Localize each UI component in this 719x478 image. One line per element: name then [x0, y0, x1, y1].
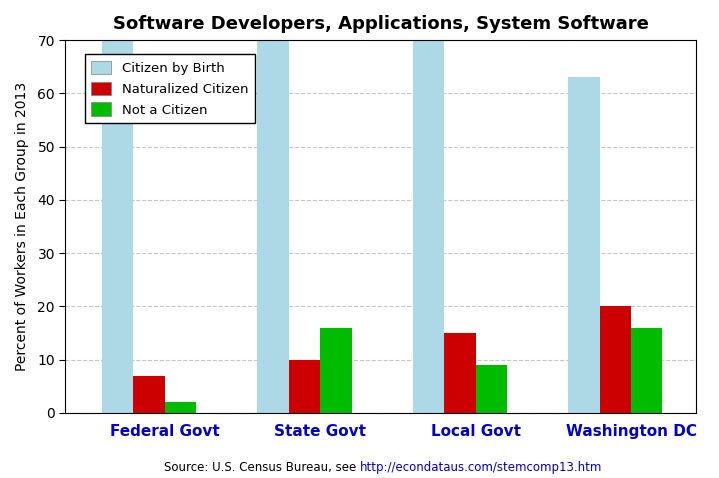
Bar	[165, 402, 196, 413]
Bar	[600, 306, 631, 413]
Bar	[257, 24, 289, 413]
Bar	[289, 360, 320, 413]
Bar	[134, 376, 165, 413]
Y-axis label: Percent of Workers in Each Group in 2013: Percent of Workers in Each Group in 2013	[15, 82, 29, 371]
Bar	[476, 365, 507, 413]
Bar	[568, 77, 600, 413]
Title: Software Developers, Applications, System Software: Software Developers, Applications, Syste…	[113, 15, 649, 33]
Text: http://econdataus.com/stemcomp13.htm: http://econdataus.com/stemcomp13.htm	[360, 461, 602, 474]
Bar	[320, 328, 352, 413]
Text: Source: U.S. Census Bureau, see: Source: U.S. Census Bureau, see	[163, 461, 360, 474]
Bar	[444, 333, 476, 413]
Bar	[413, 8, 444, 413]
Bar	[102, 0, 134, 413]
Bar	[631, 328, 662, 413]
Legend: Citizen by Birth, Naturalized Citizen, Not a Citizen: Citizen by Birth, Naturalized Citizen, N…	[85, 54, 255, 123]
